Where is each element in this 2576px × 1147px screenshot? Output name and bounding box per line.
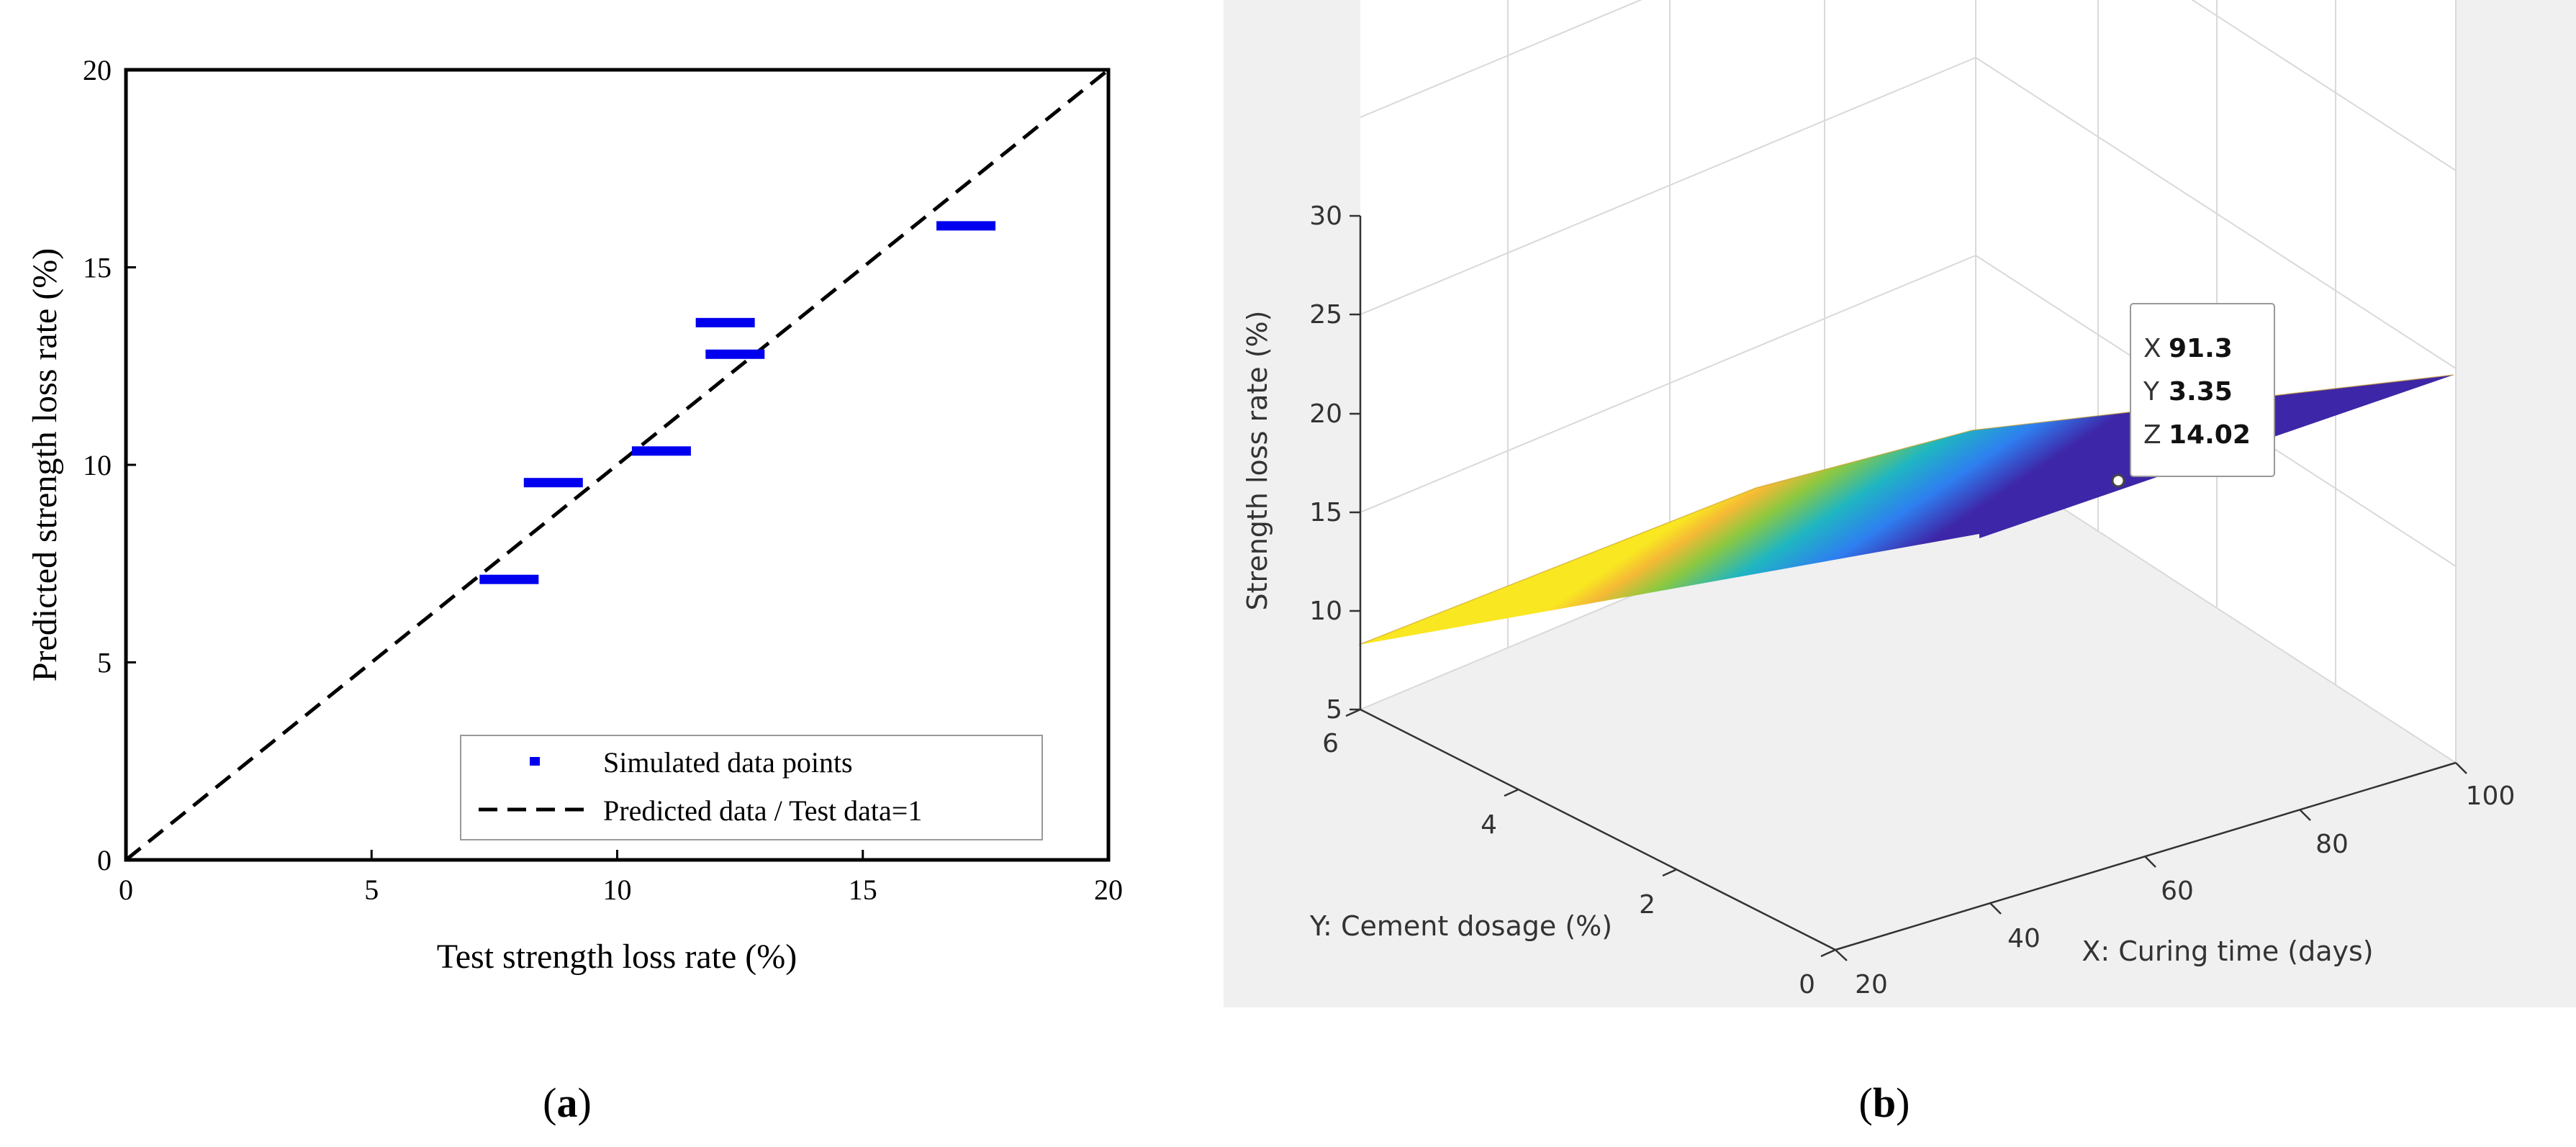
- panel-a: 0 5 10 15 20 0 5 10 15 20 Test strength loss rate…: [0, 0, 1180, 1147]
- panel-label-a-letter: a: [557, 1079, 578, 1126]
- y-tick-label: 20: [83, 54, 112, 86]
- data-point: [936, 221, 996, 231]
- datatip-z-label: Z: [2143, 420, 2161, 450]
- data-point: [695, 317, 755, 327]
- legend-box: [460, 735, 1043, 840]
- y-axis-label: Predicted strength loss rate (%): [26, 248, 64, 681]
- y-tick-label: 10: [83, 449, 112, 481]
- back-wall-left: [1360, 0, 1976, 709]
- datatip-box: [2130, 303, 2275, 477]
- datatip-marker[interactable]: [2111, 473, 2125, 488]
- y-tick-labels: 6 4 2 0: [1322, 729, 1815, 999]
- y-tick-label: 15: [83, 252, 112, 284]
- data-point: [705, 349, 765, 359]
- z-tick-label: 20: [1309, 399, 1342, 429]
- data-point: [479, 574, 539, 584]
- data-point: [523, 478, 583, 488]
- y-tick-label: 4: [1481, 810, 1497, 840]
- x-axis-label: Test strength loss rate (%): [437, 938, 797, 976]
- y-tick-label: 0: [97, 844, 112, 876]
- y-tick-label: 2: [1639, 890, 1655, 920]
- surface-chart: X 91.3 Y 3.35 Z 14.02: [1224, 0, 2576, 1126]
- datatip-y-label: Y: [2143, 377, 2160, 407]
- panel-label-b: (b): [1859, 1079, 1910, 1126]
- y-axis-line: [1360, 708, 1836, 951]
- z-tick-labels: 30 25 20 15 10 5: [1309, 201, 1342, 725]
- y-tick-label: 0: [1799, 970, 1815, 999]
- data-point: [631, 446, 691, 456]
- z-tick-label: 30: [1309, 201, 1342, 231]
- panel-b: X 91.3 Y 3.35 Z 14.02: [1224, 0, 2576, 1147]
- panel-label-a: (a): [543, 1079, 592, 1126]
- legend-marker-simulated: [530, 757, 540, 766]
- identity-line: [125, 68, 1110, 861]
- z-axis-label: Strength loss rate (%): [1242, 311, 1273, 611]
- x-tick-label: 20: [1855, 970, 1888, 999]
- datatip-x-value: 91.3: [2169, 334, 2233, 363]
- z-tick-label: 10: [1309, 597, 1342, 626]
- legend-label-identity-line: Predicted data / Test data=1: [603, 794, 922, 827]
- scatter-chart: 0 5 10 15 20 0 5 10 15 20 Test strength loss rate…: [26, 54, 1123, 1126]
- x-tick-label: 40: [2007, 924, 2041, 953]
- y-axis-label: Y: Cement dosage (%): [1309, 910, 1612, 942]
- datatip-y-value: 3.35: [2169, 377, 2233, 407]
- z-tick-label: 25: [1309, 300, 1342, 330]
- datatip: X 91.3 Y 3.35 Z 14.02: [2130, 303, 2275, 477]
- x-tick-label: 0: [119, 874, 133, 906]
- x-tick-label: 20: [1094, 874, 1123, 906]
- legend: Simulated data points Predicted data / T…: [460, 735, 1043, 840]
- z-tick-label: 15: [1309, 498, 1342, 527]
- y-tick-label: 5: [97, 647, 112, 679]
- x-tick-label: 80: [2315, 830, 2349, 859]
- x-tick-label: 15: [849, 874, 877, 906]
- axes-3d: [1345, 214, 2467, 961]
- datatip-z-value: 14.02: [2169, 420, 2251, 450]
- panel-label-b-letter: b: [1873, 1079, 1896, 1126]
- y-tick-label: 6: [1322, 729, 1339, 758]
- x-tick-label: 60: [2161, 876, 2194, 906]
- x-axis-label: X: Curing time (days): [2082, 935, 2373, 967]
- x-tick-label: 100: [2466, 781, 2516, 811]
- datatip-x-label: X: [2143, 334, 2161, 363]
- x-tick-label: 5: [364, 874, 379, 906]
- z-tick-label: 5: [1326, 695, 1342, 725]
- x-tick-labels: 20 40 60 80 100: [1855, 781, 2515, 999]
- legend-label-simulated: Simulated data points: [603, 746, 853, 779]
- x-tick-label: 10: [603, 874, 632, 906]
